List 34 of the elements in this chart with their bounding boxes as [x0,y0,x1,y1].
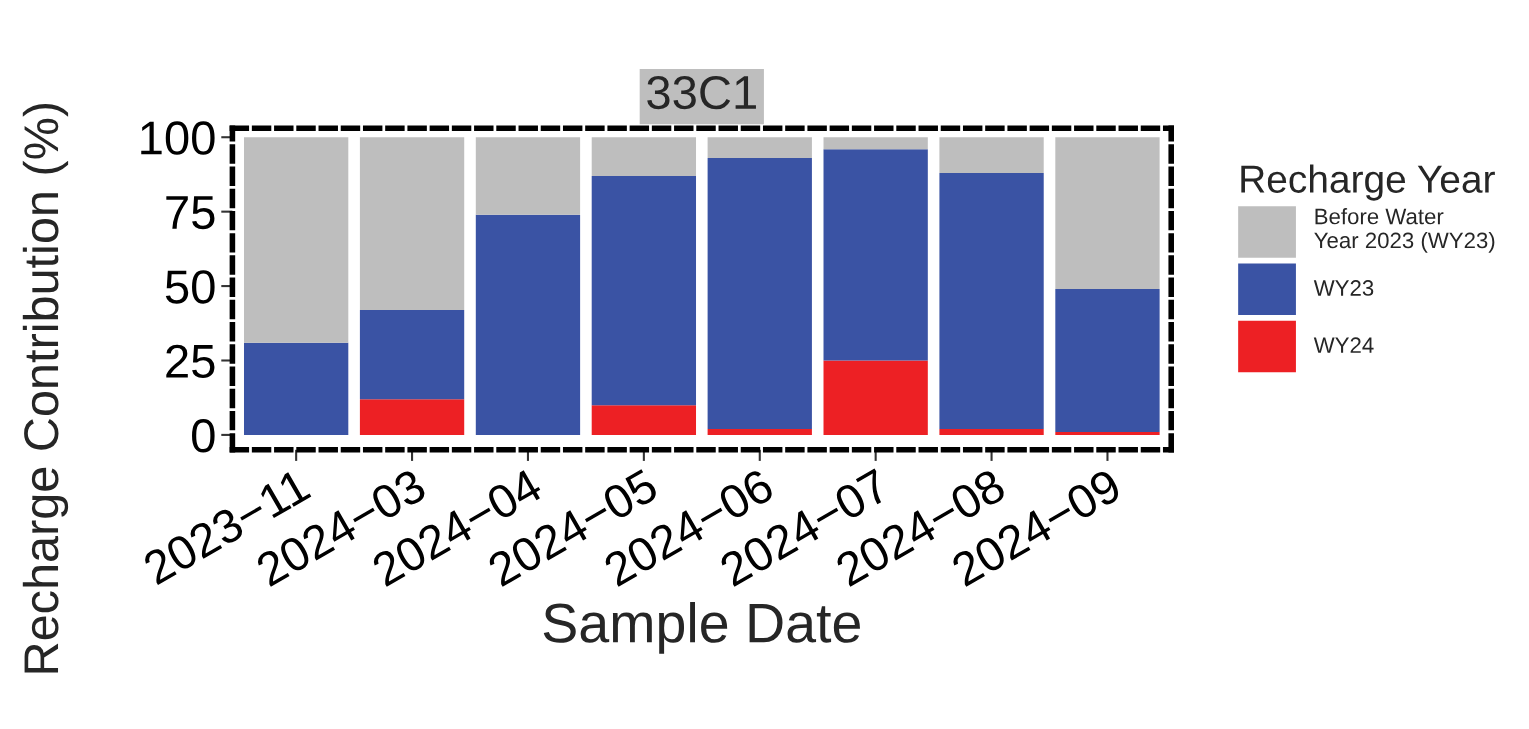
y-tick-label: 0 [192,419,215,453]
legend-label: WY23 [1313,280,1374,296]
bar [475,137,581,215]
bar [939,172,1044,429]
bar [1055,137,1160,290]
bar [1055,289,1160,432]
legend-label: Before Water Year 2023 (WY23) [1314,208,1495,253]
bar [939,137,1044,173]
bar [591,175,697,406]
bar [707,158,812,429]
y-axis-title: Recharge Contribution (%) [22,103,69,673]
bar [244,342,349,435]
bar [707,137,812,159]
bar [359,309,465,400]
legend-title: Recharge Year [1241,164,1495,201]
bar [359,399,465,435]
bar [475,214,581,435]
y-tick-label: 100 [141,121,215,155]
bar [823,149,928,361]
bar [939,428,1044,435]
y-tick-label: 75 [166,196,215,230]
bar [823,360,928,435]
y-tick-label: 50 [165,270,215,304]
bar [1055,431,1160,435]
bar [591,405,697,435]
bar [707,428,812,435]
bar [244,137,349,343]
x-axis-title: Sample Date [543,602,860,654]
bar [591,137,697,176]
legend-label: WY24 [1313,337,1374,353]
chart-title: 33C1 [647,75,756,110]
bar [823,137,928,150]
bar [359,137,465,310]
y-tick-label: 25 [166,344,215,379]
